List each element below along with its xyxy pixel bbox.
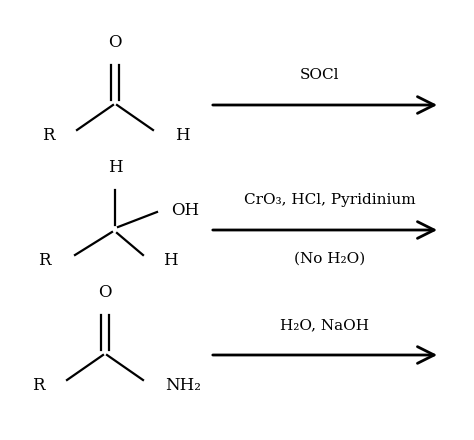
Text: R: R <box>38 252 51 268</box>
Text: O: O <box>108 34 122 51</box>
Text: H₂O, NaOH: H₂O, NaOH <box>281 318 370 332</box>
Text: SOCl: SOCl <box>300 68 340 82</box>
Text: H: H <box>163 252 178 268</box>
Text: CrO₃, HCl, Pyridinium: CrO₃, HCl, Pyridinium <box>244 193 416 207</box>
Text: R: R <box>33 377 45 393</box>
Text: (No H₂O): (No H₂O) <box>294 252 365 266</box>
Text: O: O <box>98 284 112 301</box>
Text: OH: OH <box>171 202 199 219</box>
Text: H: H <box>175 127 190 143</box>
Text: NH₂: NH₂ <box>165 377 201 393</box>
Text: R: R <box>43 127 55 143</box>
Text: H: H <box>108 159 122 176</box>
